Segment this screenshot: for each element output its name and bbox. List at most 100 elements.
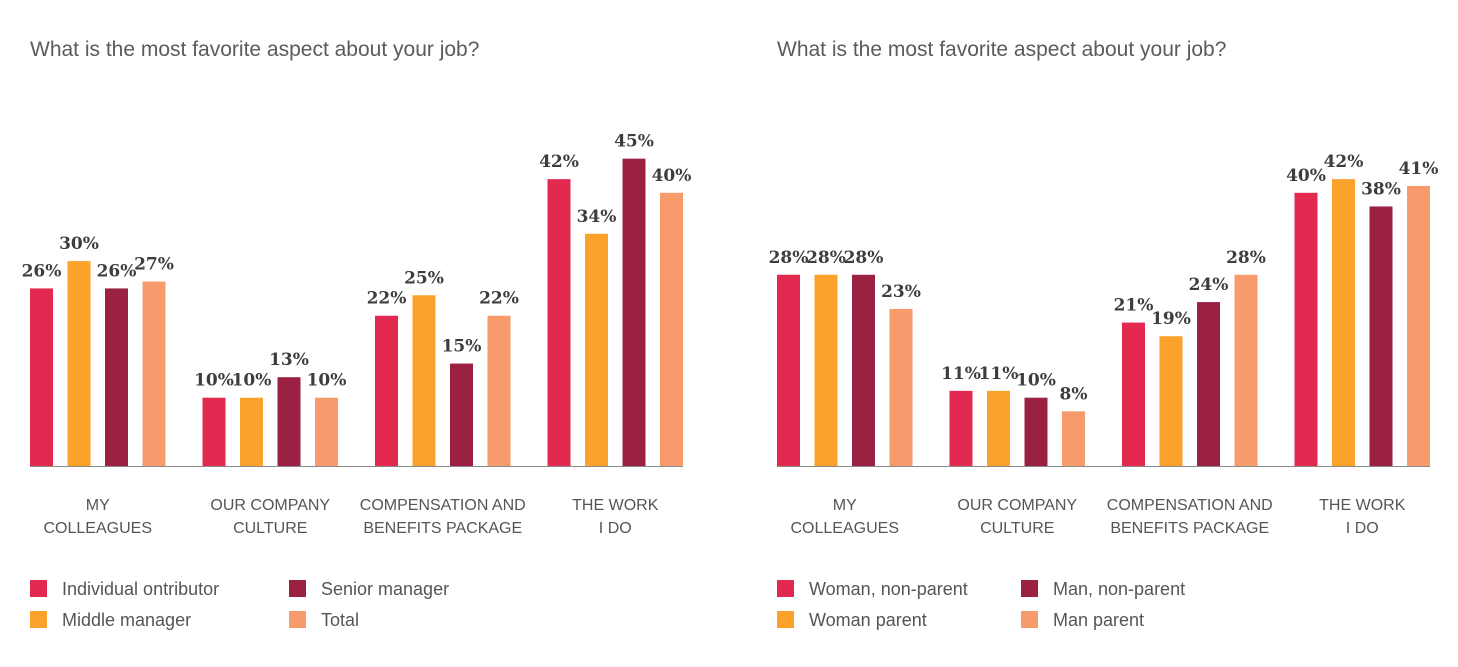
data-label: 11%	[941, 364, 981, 384]
data-label: 28%	[1226, 248, 1266, 268]
data-label: 26%	[22, 261, 62, 281]
data-label: 40%	[1286, 166, 1326, 186]
bar	[585, 233, 608, 466]
data-label: 41%	[1399, 159, 1439, 179]
bar	[315, 397, 338, 466]
bar	[1332, 179, 1355, 466]
bar	[30, 288, 53, 466]
data-label: 28%	[806, 248, 846, 268]
bar	[949, 390, 973, 466]
category-label: CULTURE	[980, 520, 1054, 537]
bar	[1197, 302, 1220, 466]
category-label: MY	[833, 497, 857, 514]
legend-swatch	[1021, 611, 1038, 628]
data-label: 30%	[59, 234, 99, 254]
data-label: 28%	[844, 248, 884, 268]
bar	[660, 192, 683, 467]
category-label: MY	[86, 497, 110, 514]
chart-panel-right: What is the most favorite aspect about y…	[729, 0, 1458, 667]
bar	[852, 274, 875, 466]
bar	[67, 261, 91, 466]
bar	[1024, 397, 1048, 466]
category-label: OUR COMPANY	[957, 497, 1077, 514]
legend-swatch	[777, 611, 794, 628]
data-label: 34%	[577, 207, 617, 227]
bar	[1369, 206, 1393, 466]
legend-label: Woman parent	[809, 610, 927, 630]
bar	[487, 315, 511, 466]
bars: 26%30%26%27%MYCOLLEAGUES10%10%13%10%OUR …	[22, 132, 692, 537]
data-label: 26%	[97, 261, 137, 281]
bar	[622, 158, 646, 466]
data-label: 15%	[442, 337, 482, 357]
data-label: 8%	[1060, 384, 1088, 404]
bar	[547, 179, 571, 466]
legend: Woman, non-parent Woman parent Man, non-pa…	[777, 579, 1185, 630]
bar	[375, 315, 398, 466]
bar	[1122, 322, 1145, 466]
legend-swatch	[30, 580, 47, 597]
data-label: 10%	[194, 371, 234, 391]
category-label: COLLEAGUES	[44, 520, 152, 537]
bar	[240, 397, 263, 466]
legend-swatch	[289, 580, 306, 597]
category-label: THE WORK	[572, 497, 659, 514]
bar	[1159, 336, 1183, 466]
data-label: 22%	[479, 289, 519, 309]
bar	[450, 363, 473, 466]
category-label: CULTURE	[233, 520, 307, 537]
legend-swatch	[777, 580, 794, 597]
category-label: BENEFITS PACKAGE	[363, 520, 522, 537]
data-label: 23%	[881, 282, 921, 302]
legend-label: Man, non-parent	[1053, 579, 1185, 599]
legend-label: Middle manager	[62, 610, 191, 630]
chart-panel-left: What is the most favorite aspect about y…	[22, 38, 692, 630]
data-label: 45%	[614, 132, 654, 152]
legend-swatch	[1021, 580, 1038, 597]
data-label: 28%	[769, 248, 809, 268]
category-label: OUR COMPANY	[210, 497, 330, 514]
legend: Individual ontributor Middle manager Senio…	[30, 579, 449, 630]
data-label: 13%	[269, 350, 309, 370]
bar	[1062, 411, 1085, 466]
data-label: 42%	[1324, 152, 1364, 172]
category-label: COLLEAGUES	[791, 520, 899, 537]
bar	[987, 390, 1010, 466]
bar	[142, 281, 166, 466]
bar	[202, 397, 226, 466]
category-label: COMPENSATION AND	[360, 497, 526, 514]
category-label: I DO	[599, 520, 632, 537]
legend-label: Total	[321, 610, 359, 630]
bar	[1234, 274, 1258, 466]
legend-label: Man parent	[1053, 610, 1144, 630]
data-label: 10%	[1016, 371, 1056, 391]
data-label: 21%	[1114, 296, 1154, 316]
legend-swatch	[289, 611, 306, 628]
data-label: 22%	[367, 289, 407, 309]
bar	[814, 274, 838, 466]
bar	[1294, 192, 1318, 467]
data-label: 11%	[979, 364, 1019, 384]
data-label: 19%	[1151, 309, 1191, 329]
data-label: 25%	[404, 268, 444, 288]
data-label: 10%	[307, 371, 347, 391]
chart-title: What is the most favorite aspect about y…	[777, 38, 1227, 61]
data-label: 27%	[134, 255, 174, 275]
data-label: 10%	[232, 371, 272, 391]
data-label: 38%	[1361, 179, 1401, 199]
data-label: 40%	[652, 166, 692, 186]
bar	[777, 274, 800, 466]
chart-title: What is the most favorite aspect about y…	[30, 38, 480, 61]
legend-label: Individual ontributor	[62, 579, 219, 599]
category-label: BENEFITS PACKAGE	[1110, 520, 1269, 537]
bar	[889, 308, 913, 466]
category-label: COMPENSATION AND	[1107, 497, 1273, 514]
legend-label: Woman, non-parent	[809, 579, 968, 599]
category-label: THE WORK	[1319, 497, 1406, 514]
legend-label: Senior manager	[321, 579, 449, 599]
legend-swatch	[30, 611, 47, 628]
bar	[105, 288, 128, 466]
bar	[412, 295, 436, 466]
